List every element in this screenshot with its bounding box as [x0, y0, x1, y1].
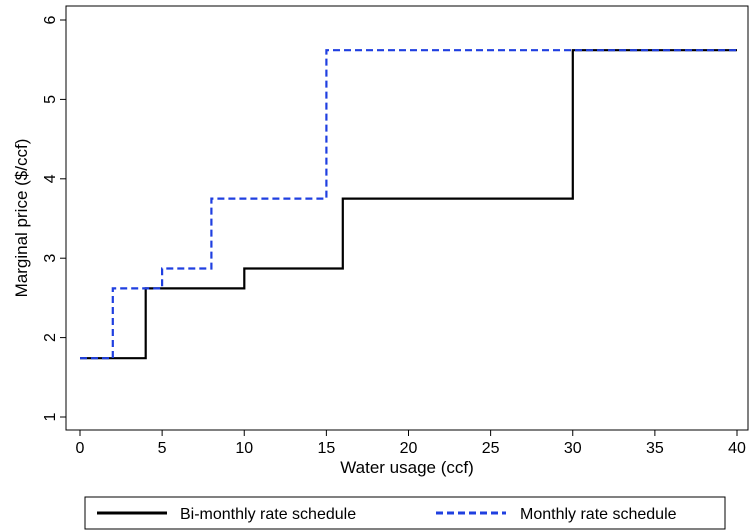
- x-tick-label-15: 15: [317, 440, 335, 457]
- x-tick-label-20: 20: [400, 440, 418, 457]
- legend: Bi-monthly rate schedule Monthly rate sc…: [84, 496, 726, 530]
- plot-frame: [65, 5, 749, 431]
- axis-ticks: 0 5 10 15 20 25 30 35 40 1 2 3 4 5 6: [42, 15, 746, 457]
- legend-label-bi-monthly: Bi-monthly rate schedule: [180, 506, 356, 523]
- y-tick-label-2: 2: [42, 333, 59, 342]
- x-tick-label-25: 25: [482, 440, 500, 457]
- x-tick-label-0: 0: [76, 440, 85, 457]
- x-tick-label-5: 5: [158, 440, 167, 457]
- series-line-monthly: [80, 49, 737, 360]
- y-tick-label-1: 1: [42, 412, 59, 421]
- y-axis-label: Marginal price ($/ccf): [12, 139, 31, 298]
- y-tick-label-6: 6: [42, 15, 59, 24]
- y-tick-label-4: 4: [42, 174, 59, 183]
- x-tick-label-10: 10: [235, 440, 253, 457]
- series-layer: [80, 49, 737, 360]
- series-line-bi-monthly: [80, 49, 737, 360]
- x-axis-label: Water usage (ccf): [340, 458, 474, 477]
- y-tick-label-5: 5: [42, 95, 59, 104]
- x-tick-label-35: 35: [646, 440, 664, 457]
- legend-label-monthly: Monthly rate schedule: [520, 506, 677, 523]
- legend-box: [84, 496, 726, 530]
- y-tick-label-3: 3: [42, 254, 59, 263]
- x-tick-label-40: 40: [728, 440, 746, 457]
- x-tick-label-30: 30: [564, 440, 582, 457]
